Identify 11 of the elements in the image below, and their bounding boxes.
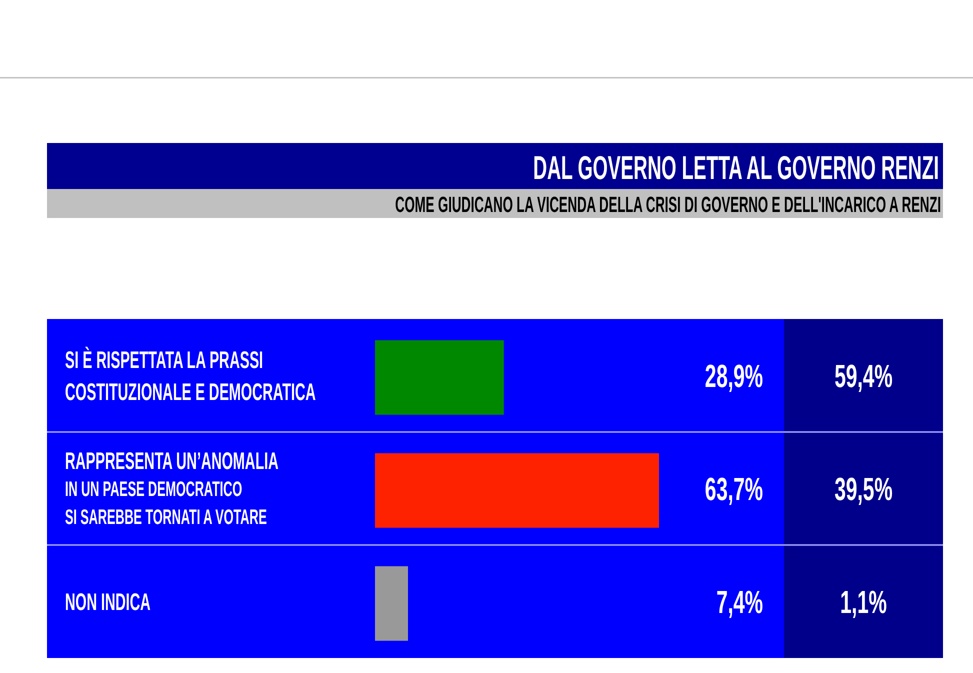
data-label: 28,9% (704, 358, 764, 394)
data-label: 63,7% (704, 471, 764, 508)
y-tick-label: RAPPRESENTA UN’ANOMALIA IN UN PAESE DEMOCRATICO SI SAREBBE TORNATI A VOTARE (65, 448, 279, 529)
text: 1,1% (840, 584, 887, 620)
y-tick-label: NON INDICA (65, 590, 151, 616)
text: DAL GOVERNO LETTA AL GOVERNO RENZI (533, 150, 939, 186)
y-tick-label: SI È RISPETTATA LA PRASSI COSTITUZIONALE E DEMOCRATICA (65, 346, 316, 406)
text: 59,4% (834, 358, 893, 394)
data-label: 7,4% (716, 584, 764, 620)
chart-subtitle: COME GIUDICANO LA VICENDA DELLA CRISI DI GOVERNO E DELL'INCARICO A RENZI (395, 192, 941, 217)
text: 39,5% (834, 471, 893, 508)
